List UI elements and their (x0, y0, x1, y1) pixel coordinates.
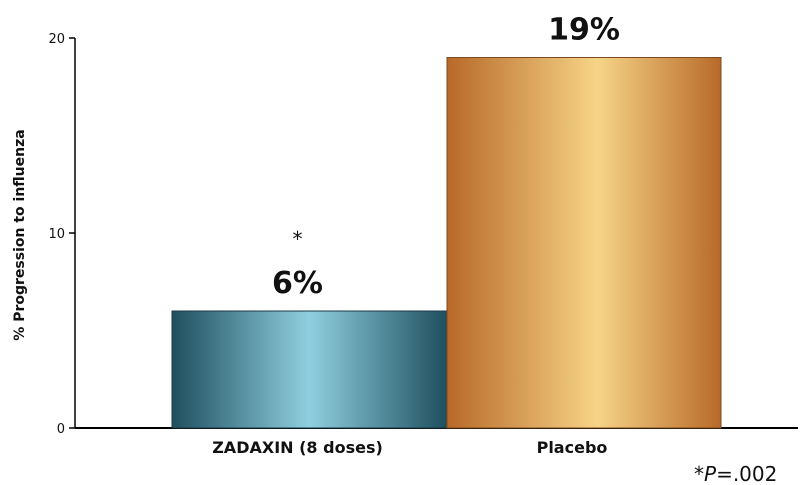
footnote-p: P (704, 462, 717, 485)
footnote-value: =.002 (716, 462, 777, 485)
y-axis-label: % Progression to influenza (12, 129, 28, 340)
y-axis-ticks: 0 10 20 (48, 32, 75, 437)
y-tick-label: 20 (48, 32, 65, 47)
category-label-placebo: Placebo (537, 438, 608, 457)
y-tick-label: 10 (48, 227, 65, 242)
y-tick-label: 0 (57, 422, 65, 437)
data-label-zadaxin: 6% (272, 266, 323, 301)
category-label-zadaxin: ZADAXIN (8 doses) (212, 438, 383, 457)
p-value-footnote: *P=.002 (694, 462, 777, 485)
footnote-star: * (694, 462, 704, 485)
data-label-placebo: 19% (548, 13, 620, 48)
bar-zadaxin (171, 310, 448, 429)
significance-star: * (293, 227, 303, 251)
bar-placebo (446, 57, 722, 429)
